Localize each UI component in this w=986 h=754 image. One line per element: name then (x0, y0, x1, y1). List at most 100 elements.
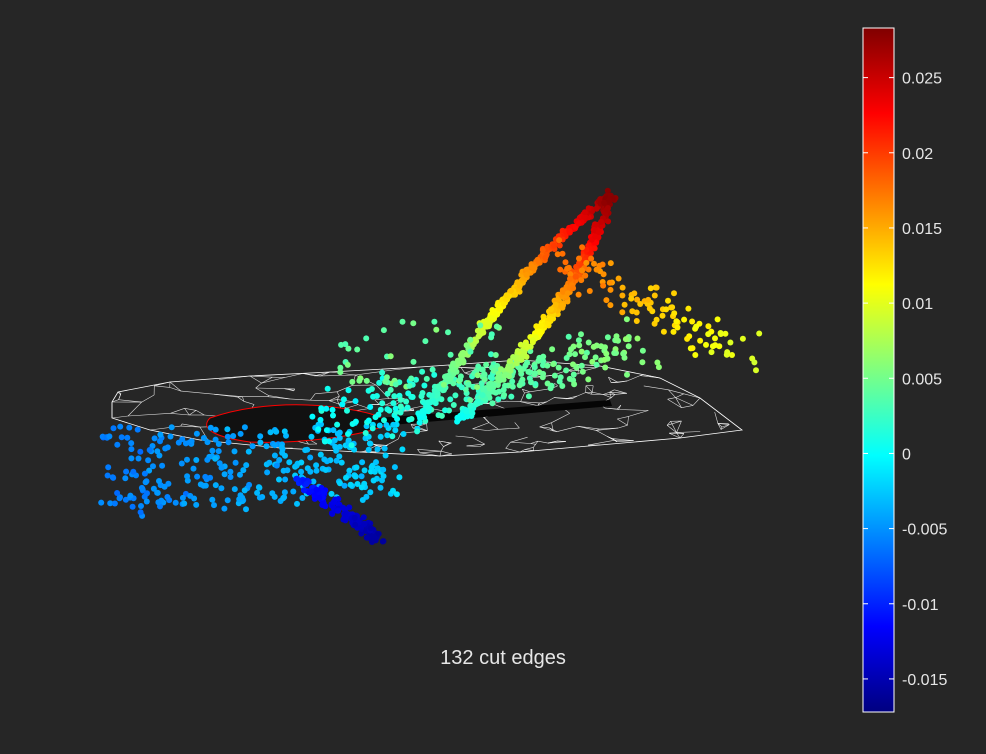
scatter-point (381, 445, 388, 452)
scatter-point (603, 297, 610, 304)
scatter-point (440, 381, 447, 388)
mesh-edge (692, 397, 701, 406)
scatter-point (550, 361, 557, 368)
scatter-point (224, 497, 231, 504)
scatter-point (604, 187, 611, 194)
scatter-point (134, 426, 141, 433)
scatter-point (495, 396, 502, 403)
mesh-edge (439, 451, 442, 457)
scatter-point (212, 436, 219, 443)
scatter-point (117, 423, 124, 430)
scatter-point (352, 418, 359, 425)
scatter-point (548, 306, 554, 313)
scatter-point (347, 481, 354, 488)
scatter-point (184, 456, 190, 463)
scatter-point (333, 457, 340, 464)
mesh-edge (514, 422, 520, 429)
scatter-point (431, 371, 438, 378)
mesh-edge (627, 375, 641, 382)
scatter-point (358, 530, 365, 537)
scatter-point (634, 335, 641, 342)
scatter-point (135, 455, 142, 462)
mesh-edge (537, 401, 547, 406)
scatter-point (282, 452, 288, 459)
scatter-point (586, 288, 593, 294)
mesh-edge (676, 432, 681, 439)
scatter-point (129, 503, 136, 510)
mesh-edge (392, 366, 421, 371)
scatter-point (343, 474, 349, 481)
mesh-edge (524, 449, 534, 451)
scatter-point (422, 338, 429, 345)
scatter-point (122, 475, 129, 482)
mesh-edge (520, 392, 525, 402)
scatter-point (359, 497, 366, 503)
scatter-point (318, 405, 325, 412)
scatter-point (483, 361, 490, 368)
scatter-point (286, 459, 293, 466)
scatter-point (429, 366, 436, 373)
scatter-point (118, 434, 125, 441)
mesh-edge (127, 413, 171, 417)
mesh-edge (189, 410, 197, 416)
scatter-point (348, 442, 355, 449)
mesh-edge (472, 428, 488, 431)
scatter-point (602, 364, 609, 371)
mesh-edge (614, 393, 627, 395)
scatter-point (592, 233, 599, 240)
mesh-edge (149, 425, 181, 431)
scatter-point (293, 462, 300, 469)
mesh-edge (426, 423, 428, 431)
scatter-point (313, 462, 320, 469)
scatter-point (536, 354, 543, 361)
scatter-point (212, 455, 219, 462)
scatter-point (207, 474, 214, 481)
scatter-point (303, 481, 310, 487)
scatter-point (179, 436, 186, 443)
mesh-edge (472, 422, 490, 430)
scatter-point (159, 462, 166, 469)
colorbar-tick-label: 0.025 (902, 71, 942, 88)
mesh-edge (346, 404, 358, 409)
mesh-edge (374, 399, 380, 405)
mesh-edge (522, 389, 525, 394)
scatter-point (324, 385, 331, 392)
scatter-point (399, 446, 406, 453)
mesh-edge (554, 397, 566, 400)
scatter-point (619, 309, 626, 316)
scatter-point (705, 331, 712, 338)
scatter-point (753, 367, 759, 374)
scatter-point (488, 315, 495, 322)
scatter-point (628, 295, 635, 302)
scatter-point (391, 464, 398, 471)
mesh-edge (310, 393, 316, 401)
scatter-point (578, 348, 585, 355)
scatter-point (455, 359, 462, 366)
mesh-edge (519, 449, 525, 453)
scatter-point (495, 374, 502, 381)
mesh-edge (530, 443, 536, 445)
mesh-edge (410, 424, 414, 429)
scatter-point (368, 386, 375, 392)
scatter-point (457, 373, 464, 380)
mesh-edge (170, 413, 190, 416)
mesh-edge (219, 375, 251, 380)
scatter-point (536, 328, 543, 335)
scatter-point (598, 343, 605, 350)
mesh-edge (551, 422, 554, 432)
scatter-point (278, 444, 285, 451)
mesh-edge (510, 441, 531, 444)
scatter-point (406, 416, 413, 423)
scatter-point (444, 376, 450, 383)
scatter-point (150, 463, 156, 470)
scatter-point (668, 304, 675, 311)
scatter-point (547, 385, 554, 392)
scatter-point (578, 331, 584, 338)
scatter-point (578, 277, 585, 284)
scatter-point (392, 405, 399, 412)
scatter-point (595, 229, 602, 236)
scatter-point (257, 439, 264, 446)
mesh-edge (618, 405, 622, 410)
scatter-point (510, 354, 517, 360)
mesh-edge (385, 402, 390, 406)
